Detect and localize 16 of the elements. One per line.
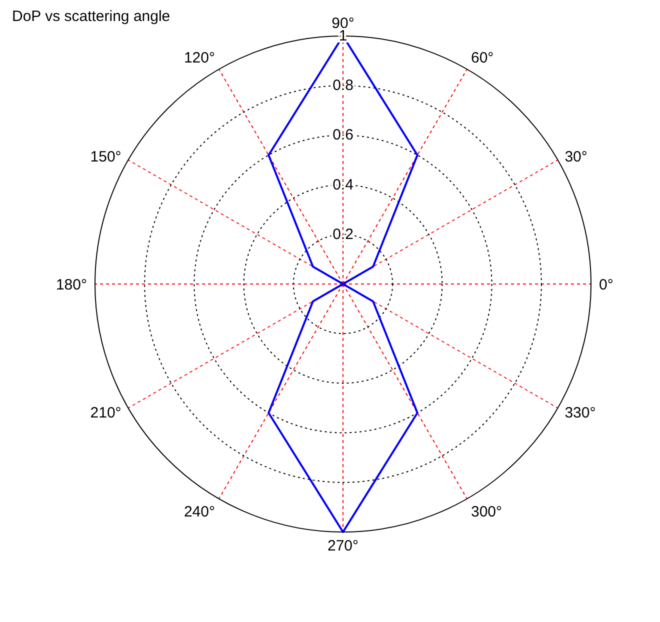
spoke-label: 210° bbox=[90, 404, 122, 422]
spoke-label: 330° bbox=[564, 404, 596, 422]
chart-title: DoP vs scattering angle bbox=[12, 8, 170, 25]
spoke-label: 150° bbox=[90, 148, 122, 166]
y-tick-label: 0.6 bbox=[332, 126, 354, 144]
spoke-label: 60° bbox=[471, 49, 494, 66]
spoke-label: 0° bbox=[599, 276, 614, 294]
y-tick-label: 0.4 bbox=[332, 176, 354, 194]
spoke-label: 240° bbox=[184, 503, 215, 520]
y-tick-label: 0.8 bbox=[332, 77, 354, 94]
y-tick-label: 0.2 bbox=[332, 226, 354, 243]
spoke-label: 30° bbox=[564, 148, 588, 166]
spoke-label: 180° bbox=[56, 276, 87, 294]
spoke-label: 120° bbox=[184, 49, 215, 66]
spoke-label: 270° bbox=[327, 538, 359, 555]
spoke-label: 300° bbox=[471, 503, 502, 520]
